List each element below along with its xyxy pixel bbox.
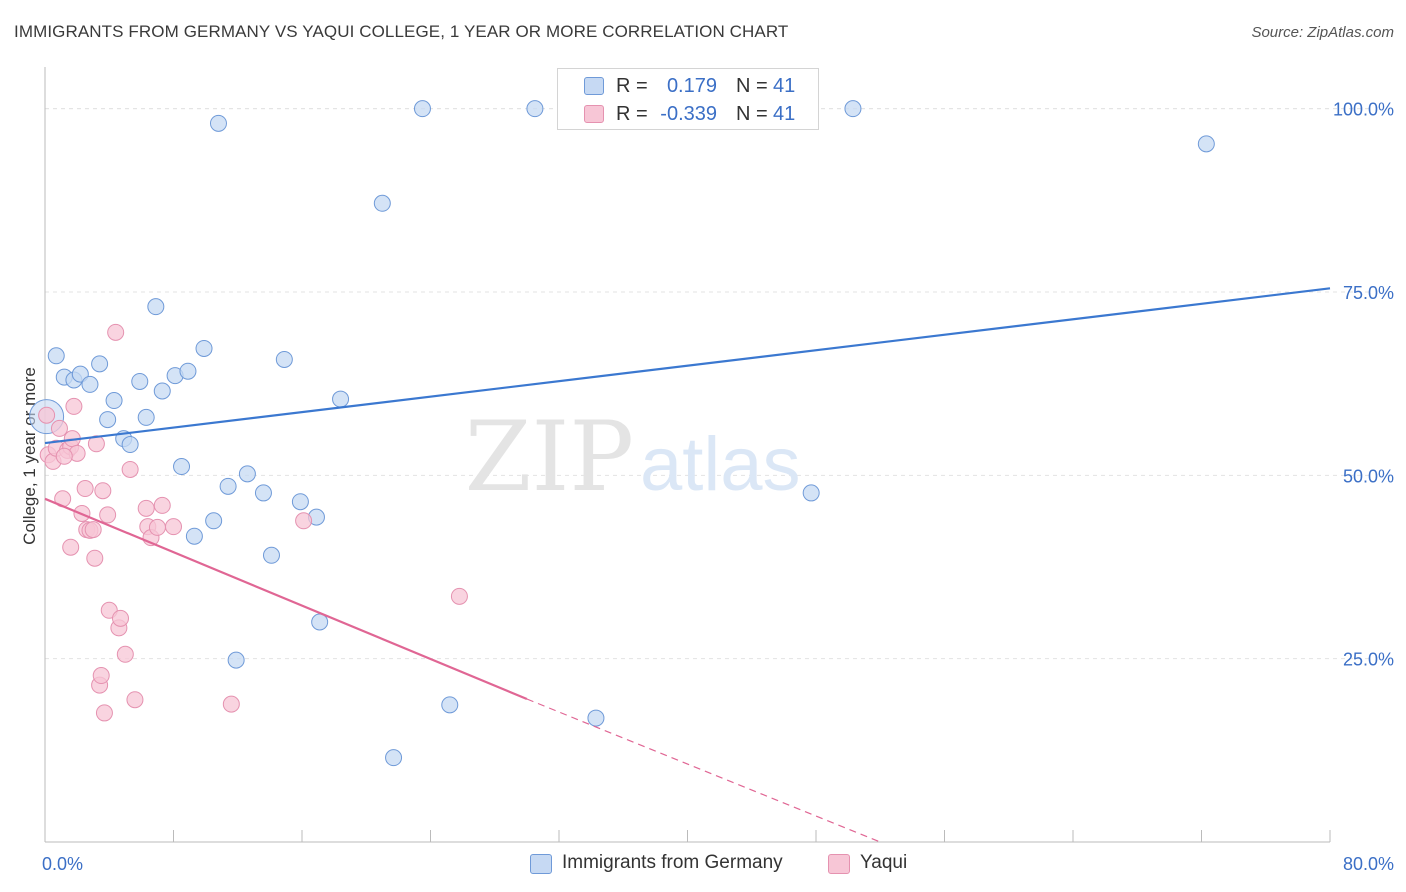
point-germany <box>1197 135 1215 153</box>
point-germany <box>291 493 309 511</box>
point-germany <box>99 411 117 429</box>
point-yaqui <box>84 521 102 539</box>
blue-swatch-icon <box>530 854 552 874</box>
point-germany <box>219 477 237 495</box>
point-yaqui <box>148 518 166 536</box>
y-tick-label: 75.0% <box>1343 283 1394 303</box>
point-yaqui <box>50 419 68 437</box>
point-yaqui <box>165 518 182 536</box>
point-germany <box>587 709 605 727</box>
tick-labels: 25.0% 50.0% 75.0% 100.0% 0.0% 80.0% <box>42 100 1394 874</box>
point-yaqui <box>295 512 313 530</box>
point-yaqui <box>111 609 129 627</box>
point-germany <box>844 100 862 118</box>
r-value: -0.339 <box>660 103 717 125</box>
point-yaqui <box>92 667 110 685</box>
y-tick-label: 25.0% <box>1343 650 1394 670</box>
point-germany <box>179 362 197 380</box>
r-value: 0.179 <box>666 75 717 97</box>
y-tick-label: 50.0% <box>1343 466 1394 486</box>
point-germany <box>131 372 149 390</box>
series-legend: Immigrants from Germany Yaqui <box>0 852 1406 878</box>
point-germany <box>153 382 171 400</box>
point-yaqui <box>65 397 83 415</box>
n-label: N = <box>736 103 768 125</box>
point-germany <box>209 114 227 132</box>
r-label: R = <box>616 75 648 97</box>
blue-swatch-icon <box>584 77 604 95</box>
point-germany <box>185 527 203 545</box>
point-germany <box>173 458 191 476</box>
point-yaqui <box>153 496 171 514</box>
point-germany <box>332 390 350 408</box>
pink-swatch-icon <box>584 105 604 123</box>
point-yaqui <box>38 406 56 424</box>
point-yaqui <box>76 480 94 498</box>
watermark-atlas: atlas <box>640 422 801 507</box>
pink-swatch-icon <box>828 854 850 874</box>
point-yaqui <box>121 460 139 478</box>
legend-row-yaqui: R = -0.339 N = 41 <box>558 101 818 129</box>
point-yaqui <box>62 538 80 556</box>
trendline-dashed <box>526 698 881 843</box>
source-credit: Source: ZipAtlas.com <box>1251 24 1394 41</box>
point-yaqui <box>222 695 240 713</box>
gridlines <box>45 108 1370 660</box>
r-label: R = <box>616 103 648 125</box>
point-germany <box>195 339 213 357</box>
point-germany <box>121 436 139 454</box>
y-tick-label: 100.0% <box>1333 100 1394 120</box>
point-yaqui <box>107 323 125 341</box>
point-germany <box>254 484 272 502</box>
point-germany <box>385 749 403 767</box>
point-germany <box>441 696 459 714</box>
data-points <box>29 100 1215 767</box>
point-germany <box>413 100 431 118</box>
point-yaqui <box>116 645 134 663</box>
chart-title: IMMIGRANTS FROM GERMANY VS YAQUI COLLEGE… <box>14 22 789 41</box>
point-yaqui <box>137 499 155 517</box>
x-tick-label: 0.0% <box>42 854 83 874</box>
point-germany <box>227 651 245 669</box>
watermark: ZIP atlas <box>465 401 801 513</box>
trendlines <box>44 287 1331 843</box>
point-yaqui <box>55 447 73 465</box>
point-germany <box>526 100 544 118</box>
point-germany <box>275 350 293 368</box>
point-yaqui <box>99 506 117 524</box>
n-value: 41 <box>773 75 796 97</box>
point-yaqui <box>94 482 112 500</box>
point-yaqui <box>86 549 104 567</box>
point-germany <box>105 392 123 410</box>
trendline <box>44 497 528 701</box>
point-germany <box>47 347 65 365</box>
point-germany <box>802 484 820 502</box>
point-germany <box>137 408 155 426</box>
point-yaqui <box>126 691 144 709</box>
point-germany <box>262 546 280 564</box>
point-yaqui <box>95 704 113 722</box>
point-germany <box>205 512 223 530</box>
legend-label-germany: Immigrants from Germany <box>562 852 783 873</box>
point-germany <box>147 298 165 316</box>
trendline <box>44 287 1331 445</box>
point-germany <box>81 375 99 393</box>
legend-row-germany: R = 0.179 N = 41 <box>558 73 818 101</box>
point-germany <box>91 355 109 373</box>
n-value: 41 <box>773 103 796 125</box>
n-label: N = <box>736 75 768 97</box>
correlation-legend: R = 0.179 N = 41 R = -0.339 N = 41 <box>557 68 819 130</box>
watermark-zip: ZIP <box>465 401 634 513</box>
x-tick-label: 80.0% <box>1343 854 1394 874</box>
point-germany <box>373 194 391 212</box>
point-germany <box>238 465 256 483</box>
point-yaqui <box>450 587 468 605</box>
legend-label-yaqui: Yaqui <box>860 852 908 873</box>
